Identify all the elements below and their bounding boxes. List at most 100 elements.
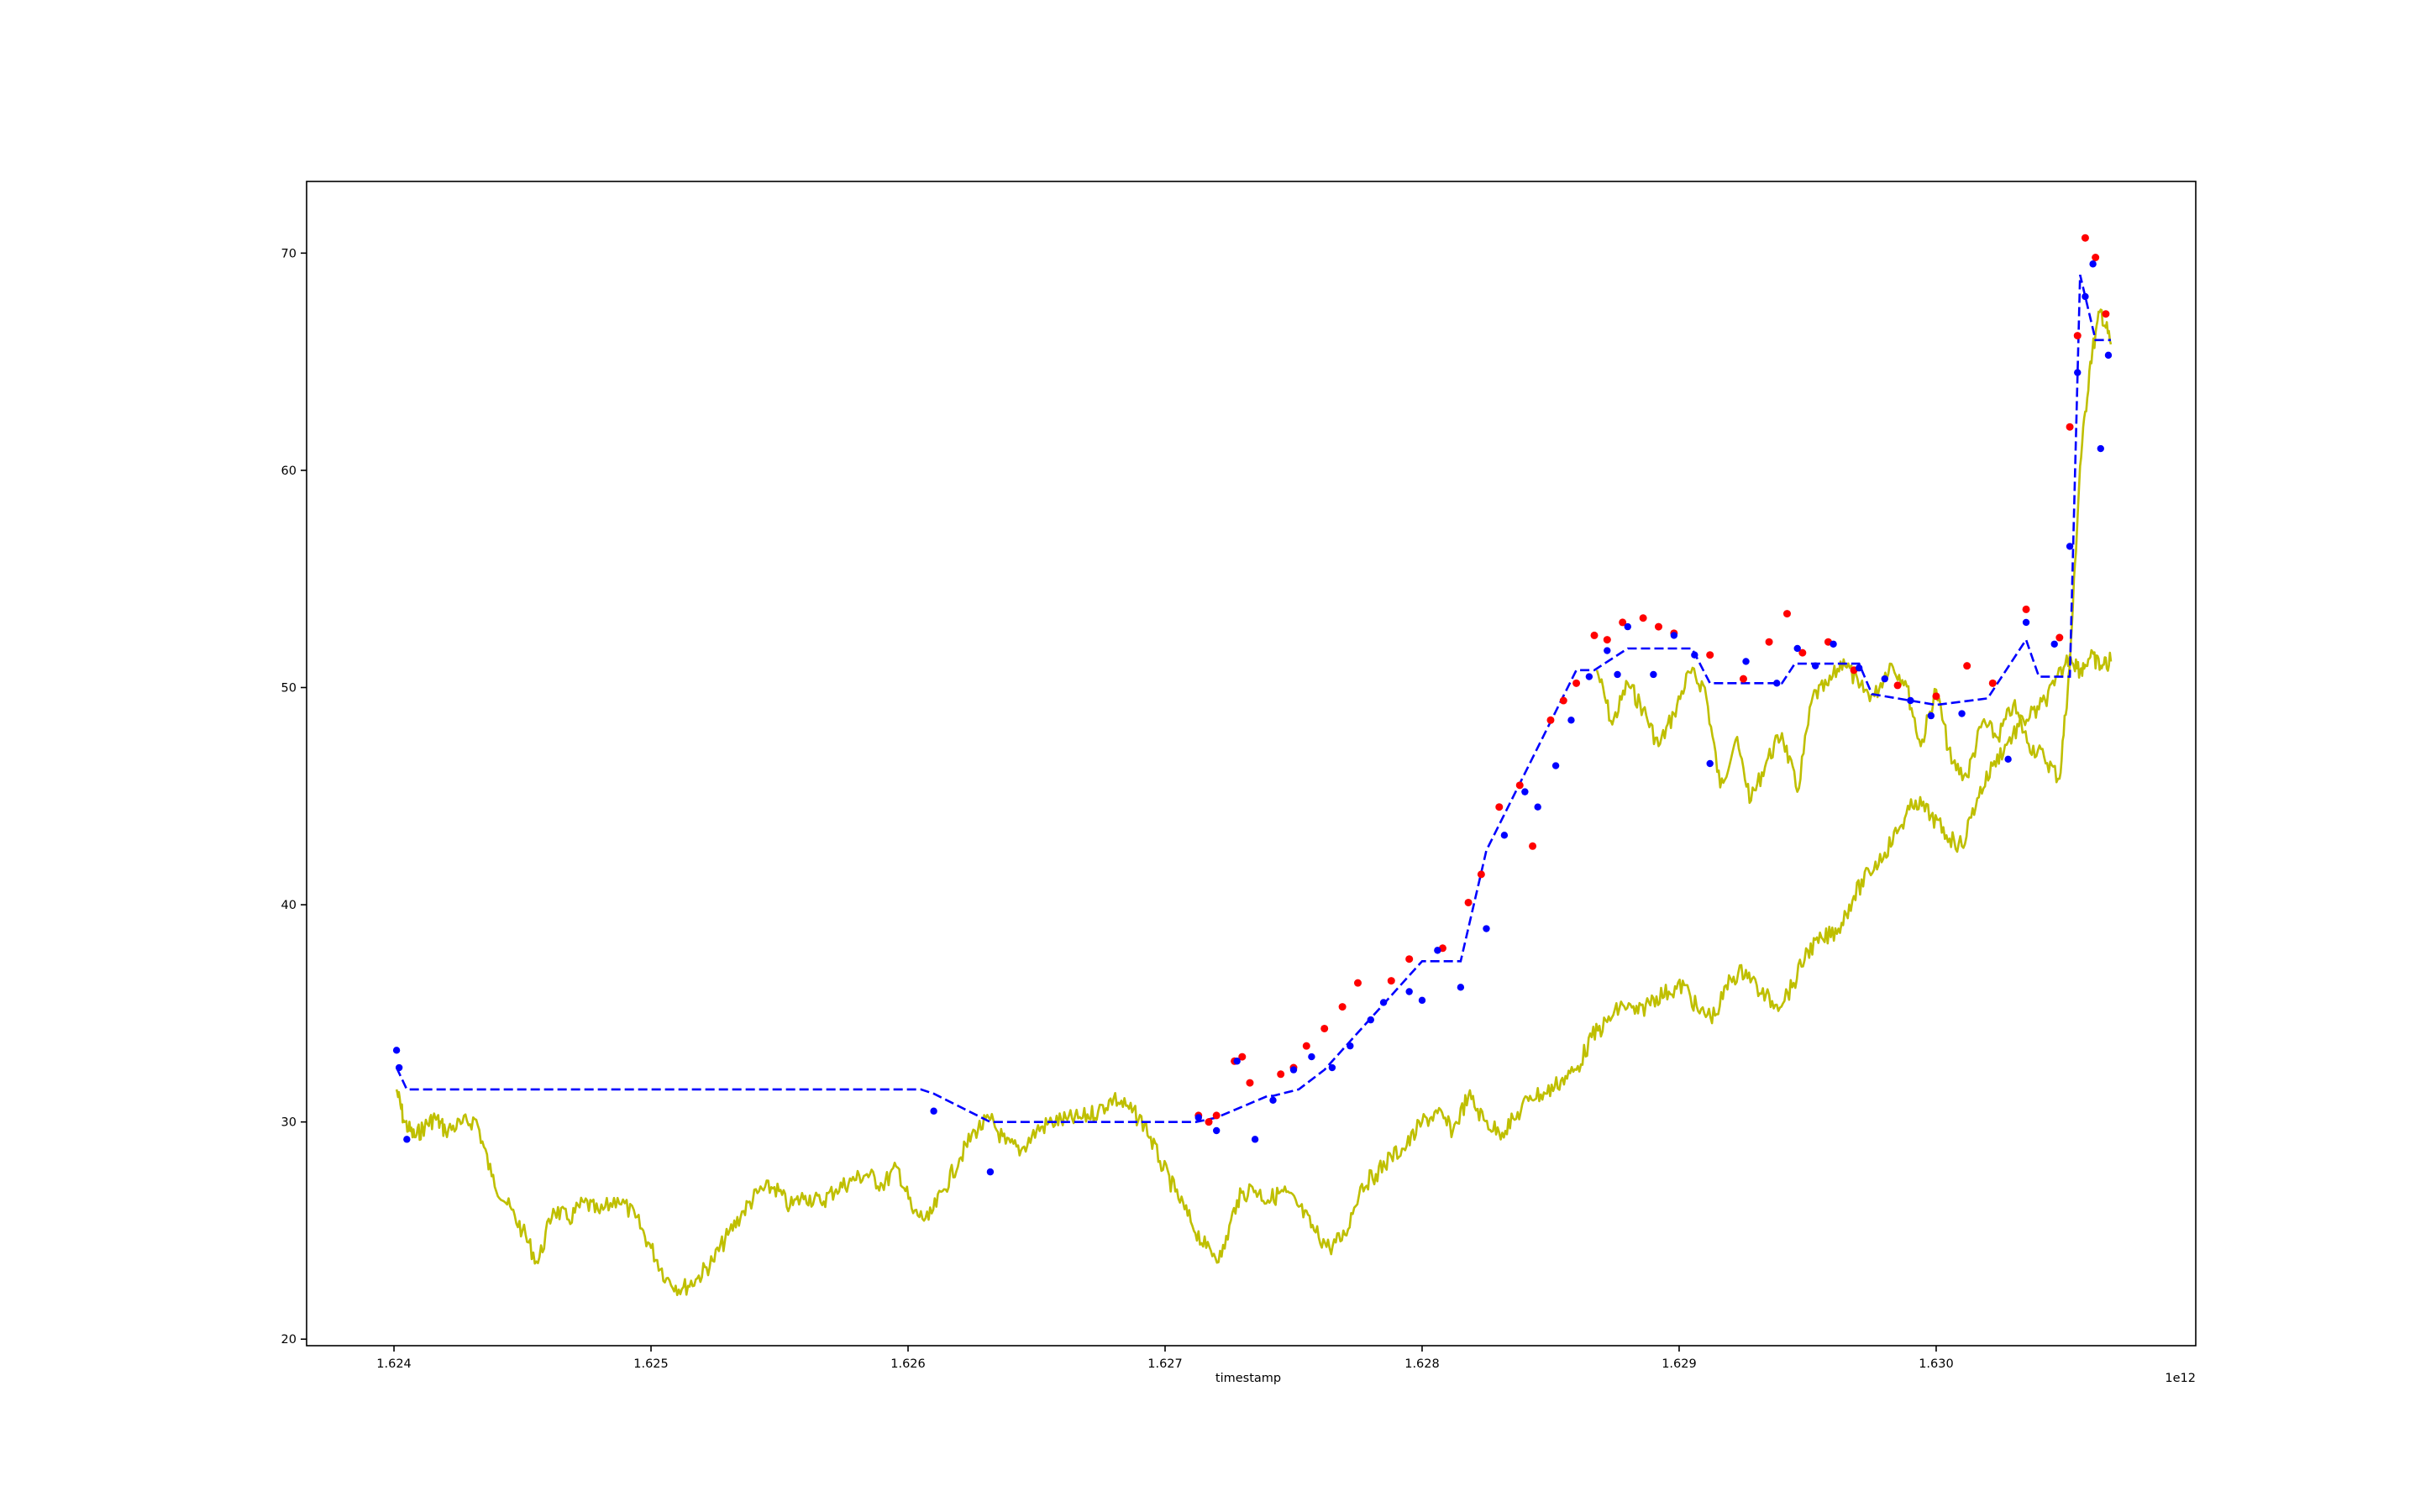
blue-point bbox=[1773, 680, 1781, 687]
blue-point bbox=[1418, 996, 1426, 1005]
red-point bbox=[1603, 636, 1611, 644]
red-point bbox=[2102, 310, 2110, 318]
red-point bbox=[1572, 679, 1581, 687]
y-tick-label: 20 bbox=[281, 1333, 297, 1347]
red-point bbox=[2073, 332, 2082, 340]
blue-point bbox=[1212, 1126, 1221, 1135]
red-point bbox=[1893, 681, 1902, 690]
red-point bbox=[1798, 648, 1807, 657]
red-point bbox=[1238, 1053, 1247, 1061]
axes-frame bbox=[306, 181, 2197, 1347]
red-point bbox=[1559, 696, 1567, 705]
blue-point bbox=[392, 1047, 401, 1054]
red-point bbox=[1338, 1003, 1347, 1011]
blue-point bbox=[1585, 673, 1593, 680]
blue-point bbox=[1289, 1066, 1298, 1074]
blue-point bbox=[1706, 759, 1714, 768]
red-point bbox=[1464, 898, 1473, 906]
red-point bbox=[1706, 651, 1714, 659]
x-tick-label: 1.624 bbox=[376, 1357, 412, 1371]
blue-point bbox=[1624, 622, 1631, 631]
blue-point bbox=[2022, 618, 2030, 627]
blue-point bbox=[2097, 444, 2104, 453]
red-point bbox=[1477, 870, 1485, 879]
red-point bbox=[1529, 842, 1537, 850]
red-point bbox=[1495, 803, 1504, 811]
blue-point bbox=[1233, 1058, 1241, 1065]
red-point bbox=[1739, 675, 1747, 683]
blue-point bbox=[1811, 662, 1819, 669]
blue-point bbox=[1457, 984, 1465, 991]
blue-point bbox=[1567, 717, 1575, 724]
price-line-0 bbox=[395, 648, 2113, 1296]
blue-point bbox=[1434, 947, 1441, 954]
red-point bbox=[1765, 638, 1773, 646]
blue-point bbox=[1405, 988, 1413, 995]
red-point bbox=[1405, 955, 1414, 963]
x-tick-label: 1.627 bbox=[1147, 1357, 1183, 1371]
red-point bbox=[1932, 692, 1940, 701]
blue-point bbox=[1194, 1114, 1202, 1121]
blue-point bbox=[1328, 1063, 1336, 1072]
red-point bbox=[1515, 781, 1524, 790]
blue-point bbox=[1650, 670, 1657, 679]
dashed-line-2 bbox=[395, 274, 2111, 1123]
series-group bbox=[392, 234, 2113, 1296]
red-point bbox=[1988, 679, 1997, 687]
blue-point bbox=[403, 1136, 411, 1143]
blue-point bbox=[1347, 1042, 1354, 1050]
red-point bbox=[1205, 1118, 1213, 1126]
blue-point bbox=[1521, 788, 1529, 795]
blue-point bbox=[2066, 543, 2074, 550]
red-point bbox=[2055, 633, 2064, 642]
blue-point bbox=[1367, 1016, 1374, 1024]
x-tick-label: 1.630 bbox=[1919, 1357, 1954, 1371]
blue-point bbox=[1830, 640, 1837, 648]
blue-point bbox=[1534, 803, 1541, 811]
blue-point bbox=[1670, 632, 1678, 639]
blue-point bbox=[1379, 999, 1388, 1006]
red-point bbox=[1246, 1079, 1254, 1087]
plot-area bbox=[392, 234, 2113, 1296]
red-point bbox=[1619, 618, 1627, 627]
x-axis-title: timestamp bbox=[1215, 1372, 1281, 1385]
price-line-1 bbox=[1595, 308, 2113, 805]
blue-point bbox=[986, 1168, 995, 1176]
blue-point bbox=[2050, 640, 2058, 648]
axes: 1.624 1.625 1.626 1.627 1.628 1.629 1.630 20 30 4… bbox=[281, 181, 2197, 1371]
blue-point bbox=[1269, 1096, 1277, 1105]
blue-point bbox=[1500, 832, 1509, 839]
x-tick-label: 1.629 bbox=[1662, 1357, 1697, 1371]
red-point bbox=[1963, 662, 1971, 670]
blue-point bbox=[1855, 664, 1863, 672]
blue-point bbox=[1881, 675, 1888, 683]
x-tick-label: 1.628 bbox=[1404, 1357, 1440, 1371]
blue-point bbox=[395, 1063, 403, 1072]
y-tick-label: 30 bbox=[281, 1116, 297, 1130]
red-point bbox=[1546, 716, 1555, 724]
blue-point bbox=[930, 1107, 937, 1115]
blue-point bbox=[1614, 670, 1621, 679]
red-point bbox=[2066, 423, 2074, 431]
red-point bbox=[1654, 622, 1662, 631]
blue-point bbox=[1793, 644, 1801, 653]
blue-point bbox=[1691, 651, 1698, 659]
red-point bbox=[1387, 977, 1395, 985]
red-point bbox=[1320, 1024, 1329, 1032]
red-point bbox=[1277, 1070, 1285, 1079]
red-point bbox=[2092, 254, 2100, 262]
blue-point bbox=[1483, 925, 1490, 932]
blue-point bbox=[1308, 1053, 1315, 1061]
blue-point bbox=[2074, 369, 2082, 376]
red-point bbox=[1590, 631, 1599, 639]
red-point bbox=[2022, 605, 2030, 613]
blue-point bbox=[2089, 260, 2097, 268]
blue-point bbox=[1958, 710, 1966, 717]
red-point bbox=[1353, 979, 1362, 987]
red-point bbox=[2081, 234, 2089, 242]
red-point bbox=[1302, 1042, 1310, 1050]
blue-point bbox=[2004, 755, 2012, 764]
blue-point bbox=[2082, 292, 2089, 301]
